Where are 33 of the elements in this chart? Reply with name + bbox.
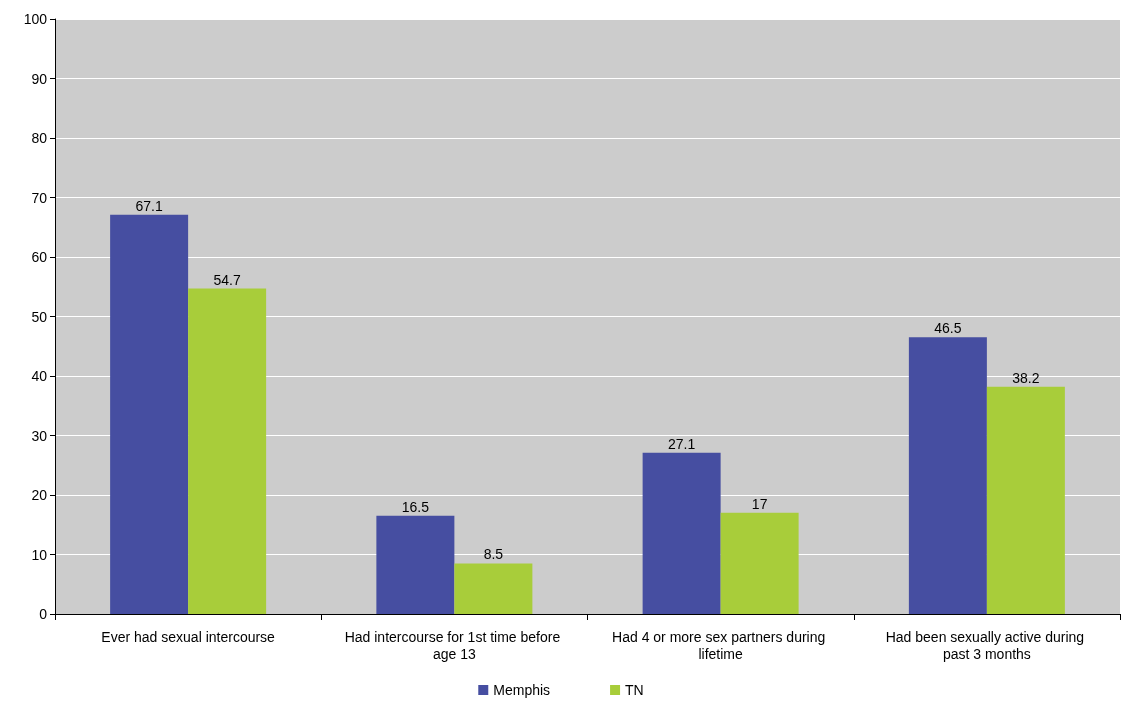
bar xyxy=(986,386,1065,614)
x-tick-label: Had been sexually active during past 3 months xyxy=(885,628,1089,662)
data-label: 46.5 xyxy=(934,320,962,337)
y-tick-label: 90 xyxy=(31,70,48,87)
y-tick-label: 0 xyxy=(39,606,48,622)
legend-label: Memphis xyxy=(493,682,551,698)
bar xyxy=(454,563,533,614)
bar xyxy=(110,214,189,614)
data-label: 27.1 xyxy=(668,435,696,452)
y-tick-label: 100 xyxy=(23,11,48,27)
y-tick-label: 40 xyxy=(31,368,48,384)
y-tick-label: 30 xyxy=(31,427,48,444)
x-tick-label: Had intercourse for 1st time before age 13 xyxy=(344,628,565,662)
bar xyxy=(642,452,721,614)
bar xyxy=(908,337,987,614)
y-tick-label: 80 xyxy=(31,130,48,146)
bar xyxy=(376,515,455,614)
data-label: 17 xyxy=(751,495,768,512)
x-tick-label: Had 4 or more sex partners during lifetime xyxy=(612,628,830,662)
y-tick-label: 50 xyxy=(31,308,48,325)
data-label: 38.2 xyxy=(1012,369,1040,386)
bar xyxy=(188,288,267,614)
x-tick-label: Ever had sexual intercourse xyxy=(101,628,276,645)
data-label: 8.5 xyxy=(483,546,504,563)
y-tick-label: 10 xyxy=(31,546,48,563)
bar xyxy=(720,512,799,614)
y-tick-label: 70 xyxy=(31,189,48,206)
legend-label: TN xyxy=(625,682,644,698)
data-label: 67.1 xyxy=(135,197,163,214)
data-label: 54.7 xyxy=(213,271,241,288)
data-label: 16.5 xyxy=(401,498,430,515)
y-tick-label: 20 xyxy=(31,487,48,503)
y-tick-label: 60 xyxy=(31,249,48,265)
